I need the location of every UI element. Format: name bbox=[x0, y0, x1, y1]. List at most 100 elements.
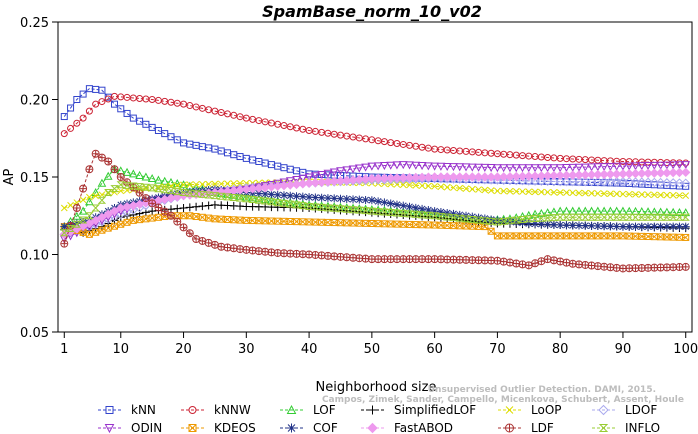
data-point bbox=[486, 164, 496, 173]
data-point bbox=[223, 110, 231, 118]
data-point bbox=[542, 171, 553, 181]
data-point bbox=[625, 213, 634, 221]
data-point bbox=[607, 190, 614, 198]
data-point bbox=[299, 125, 307, 133]
data-point bbox=[260, 197, 270, 205]
data-point bbox=[487, 215, 496, 224]
data-point bbox=[568, 163, 578, 172]
data-point bbox=[173, 182, 181, 189]
data-point bbox=[618, 162, 628, 171]
data-point bbox=[367, 162, 377, 171]
data-point bbox=[568, 176, 578, 187]
data-point bbox=[655, 168, 666, 178]
data-point bbox=[605, 176, 616, 187]
data-point bbox=[581, 189, 589, 197]
x-tick-label: 20 bbox=[175, 342, 192, 357]
data-point bbox=[160, 207, 169, 216]
data-point bbox=[612, 213, 621, 221]
data-point bbox=[656, 161, 665, 170]
y-tick-label: 0.20 bbox=[20, 94, 49, 109]
data-point bbox=[655, 177, 666, 188]
data-point bbox=[442, 162, 452, 172]
data-point bbox=[205, 180, 213, 188]
data-point bbox=[674, 178, 685, 188]
data-point bbox=[192, 103, 200, 111]
data-point bbox=[587, 163, 596, 172]
data-point bbox=[411, 161, 421, 170]
data-point bbox=[229, 193, 238, 201]
data-point bbox=[518, 260, 527, 269]
legend-marker bbox=[188, 424, 197, 432]
data-point bbox=[67, 124, 75, 132]
data-point bbox=[675, 207, 684, 216]
data-point bbox=[600, 232, 608, 240]
data-point bbox=[650, 222, 659, 231]
data-point bbox=[98, 86, 106, 94]
data-point bbox=[542, 176, 553, 187]
data-point bbox=[500, 232, 508, 240]
x-axis: 1 10 20 30 40 50 60 70 80 90 100 bbox=[60, 332, 698, 357]
legend-label: ODIN bbox=[131, 421, 162, 434]
data-point bbox=[392, 209, 402, 217]
data-point bbox=[192, 202, 201, 211]
data-point bbox=[386, 208, 395, 216]
data-point bbox=[580, 170, 590, 180]
data-point bbox=[129, 182, 138, 190]
data-point bbox=[493, 216, 502, 225]
data-point bbox=[210, 192, 220, 200]
data-point bbox=[92, 100, 100, 108]
data-point bbox=[235, 194, 245, 202]
data-point bbox=[668, 161, 678, 170]
data-point bbox=[549, 256, 558, 265]
data-point bbox=[204, 201, 213, 210]
legend-item-lof: LOF bbox=[280, 403, 336, 417]
data-point bbox=[681, 222, 690, 231]
data-point bbox=[618, 176, 628, 187]
data-point bbox=[373, 208, 383, 216]
data-point bbox=[348, 165, 358, 174]
data-point bbox=[637, 213, 646, 221]
data-point bbox=[525, 188, 533, 196]
data-point bbox=[367, 207, 377, 215]
data-point bbox=[650, 213, 659, 221]
data-point bbox=[644, 191, 652, 199]
data-point bbox=[656, 222, 665, 231]
data-point bbox=[411, 172, 421, 183]
legend-item-fastabod: FastABOD bbox=[361, 421, 453, 434]
data-point bbox=[117, 187, 125, 195]
data-point bbox=[293, 218, 301, 226]
data-point bbox=[456, 184, 464, 192]
data-point bbox=[217, 192, 226, 200]
y-tick-label: 0.25 bbox=[20, 16, 49, 31]
data-point bbox=[519, 188, 526, 195]
data-point bbox=[254, 189, 263, 198]
data-point bbox=[530, 209, 540, 218]
data-point bbox=[393, 181, 401, 188]
legend-marker bbox=[505, 423, 514, 433]
data-point bbox=[429, 172, 440, 182]
data-point bbox=[97, 196, 107, 204]
data-point bbox=[305, 193, 314, 202]
data-point bbox=[568, 221, 577, 230]
data-point bbox=[480, 172, 490, 182]
x-tick-label: 10 bbox=[112, 342, 129, 357]
data-point bbox=[185, 229, 194, 238]
data-point bbox=[562, 258, 571, 267]
data-point bbox=[600, 222, 609, 231]
data-point bbox=[386, 199, 395, 208]
data-point bbox=[60, 113, 68, 121]
data-point bbox=[236, 113, 244, 121]
data-point bbox=[625, 222, 634, 231]
data-point bbox=[443, 183, 451, 191]
data-point bbox=[72, 204, 81, 212]
legend-item-cof: COF bbox=[280, 421, 338, 434]
data-point bbox=[267, 217, 275, 225]
series-line bbox=[63, 184, 686, 234]
data-point bbox=[97, 212, 107, 223]
data-point bbox=[493, 218, 502, 226]
data-point bbox=[586, 176, 597, 187]
data-point bbox=[336, 194, 345, 203]
data-point bbox=[668, 213, 678, 221]
data-point bbox=[160, 186, 169, 194]
data-point bbox=[135, 170, 144, 179]
